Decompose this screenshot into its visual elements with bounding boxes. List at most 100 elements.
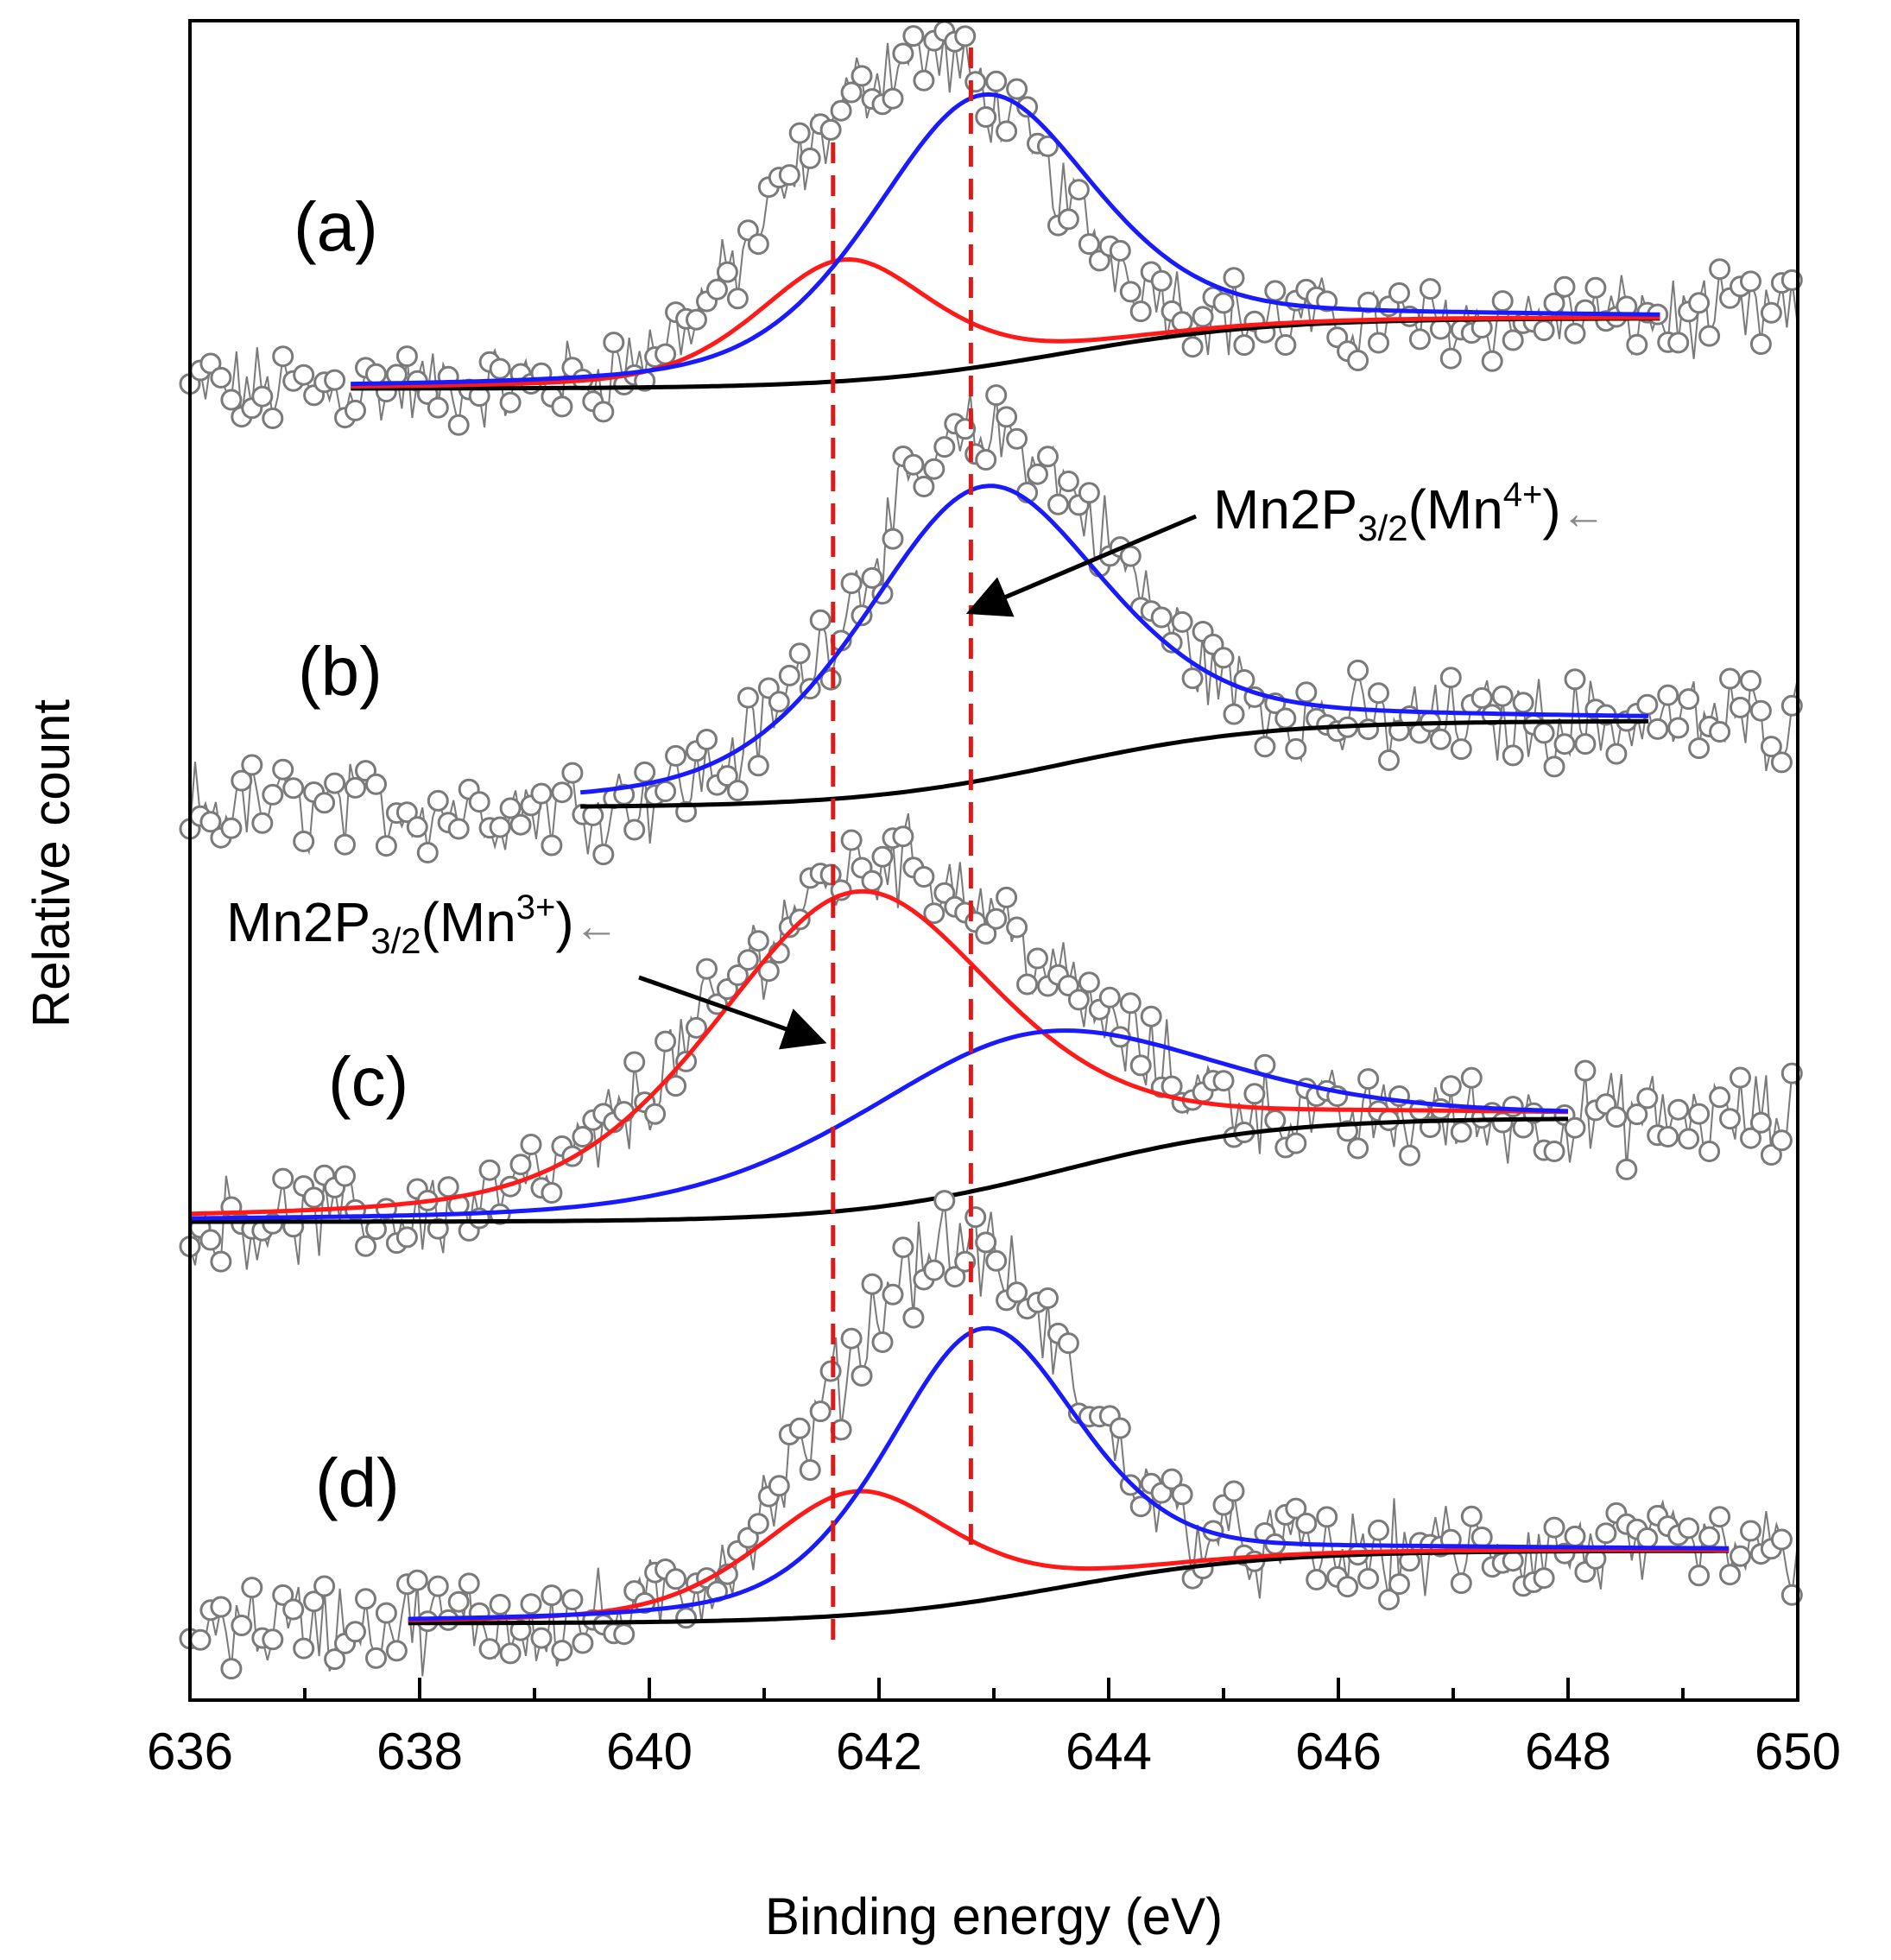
data-point <box>530 1627 553 1649</box>
data-point <box>1192 306 1214 328</box>
data-point <box>819 863 842 886</box>
data-point <box>520 1593 542 1615</box>
data-point <box>1181 336 1204 358</box>
data-point <box>509 813 532 836</box>
data-point <box>262 1628 284 1651</box>
data-point <box>768 691 790 713</box>
data-point <box>737 1527 759 1549</box>
data-point <box>1491 290 1514 313</box>
data-point <box>851 65 873 87</box>
panel-label-c: (c) <box>328 1043 408 1120</box>
data-point <box>1171 1483 1193 1506</box>
data-point <box>199 811 222 833</box>
data-trace-4 <box>189 1200 1799 1677</box>
data-point <box>561 1589 584 1611</box>
data-point <box>1543 756 1565 778</box>
data-point <box>882 528 904 550</box>
data-point <box>944 1266 966 1288</box>
data-point <box>1740 669 1761 692</box>
data-point <box>1408 328 1431 351</box>
data-point <box>582 804 604 826</box>
data-point <box>1502 329 1524 351</box>
data-point <box>210 366 232 389</box>
data-point <box>1491 685 1514 707</box>
data-point <box>334 1165 356 1187</box>
y-axis-title: Relative count <box>22 699 80 1028</box>
data-point <box>1533 722 1555 744</box>
data-point <box>788 1417 811 1439</box>
data-point <box>355 1235 376 1257</box>
data-point <box>1564 1116 1586 1139</box>
data-point <box>1719 667 1741 690</box>
data-point <box>478 1638 501 1660</box>
data-point <box>1688 737 1711 760</box>
data-point <box>1047 493 1069 515</box>
data-point <box>613 1623 636 1646</box>
data-point <box>468 791 490 813</box>
data-point <box>1388 281 1410 304</box>
data-point <box>1285 1132 1307 1154</box>
data-point <box>1730 1545 1751 1567</box>
data-point <box>985 384 1008 407</box>
data-point <box>1533 319 1555 342</box>
data-point <box>1709 1506 1731 1528</box>
fit-blue-4 <box>408 1325 1730 1622</box>
data-point <box>1543 1141 1565 1162</box>
x-tick-label: 648 <box>1525 1723 1611 1780</box>
data-point <box>737 949 759 971</box>
data-point <box>1347 1137 1369 1160</box>
data-point <box>747 930 769 952</box>
data-point <box>1574 733 1597 756</box>
data-point <box>996 886 1018 908</box>
data-point <box>675 1607 698 1629</box>
data-point <box>747 755 769 777</box>
data-point <box>1512 692 1534 714</box>
data-point <box>861 1273 883 1295</box>
data-point <box>913 476 935 497</box>
x-tick-label: 638 <box>376 1723 463 1780</box>
data-point <box>644 1103 667 1125</box>
data-point <box>996 406 1018 428</box>
data-point <box>1439 667 1462 689</box>
data-point <box>1006 427 1028 450</box>
data-point <box>1264 280 1287 302</box>
data-point <box>375 835 397 857</box>
data-point <box>726 964 749 986</box>
data-point <box>1574 1059 1597 1082</box>
data-point <box>1057 471 1079 492</box>
data-point <box>1212 647 1235 669</box>
data-point <box>665 1568 687 1590</box>
data-point <box>902 25 925 47</box>
data-point <box>892 42 914 65</box>
data-point <box>1140 1005 1162 1027</box>
data-point <box>427 789 449 812</box>
data-point <box>892 1236 914 1259</box>
data-point <box>1347 350 1369 371</box>
data-point <box>345 1621 366 1643</box>
data-point <box>830 99 852 122</box>
data-point <box>1647 718 1669 740</box>
data-point <box>809 609 832 631</box>
data-point <box>1678 1128 1700 1150</box>
data-point <box>1057 208 1079 231</box>
fit-blue-1 <box>351 92 1660 387</box>
data-point <box>1626 333 1648 356</box>
data-point <box>345 399 366 421</box>
data-point <box>892 825 914 848</box>
data-point <box>551 781 573 804</box>
data-point <box>1098 986 1121 1008</box>
data-point <box>1264 1110 1287 1131</box>
data-point <box>551 1640 573 1662</box>
x-tick-label: 646 <box>1295 1723 1382 1780</box>
annotation-mn3-label: Mn2P3/2(Mn3+)← <box>226 888 619 961</box>
data-point <box>427 1217 449 1240</box>
data-point <box>1109 239 1131 262</box>
panel-3 <box>179 812 1803 1273</box>
data-point <box>313 792 336 814</box>
data-point <box>1037 446 1059 468</box>
data-point <box>262 783 284 806</box>
data-point <box>1688 1103 1711 1125</box>
data-point <box>1688 1565 1711 1587</box>
data-point <box>665 1075 687 1097</box>
data-point <box>1740 1127 1761 1149</box>
